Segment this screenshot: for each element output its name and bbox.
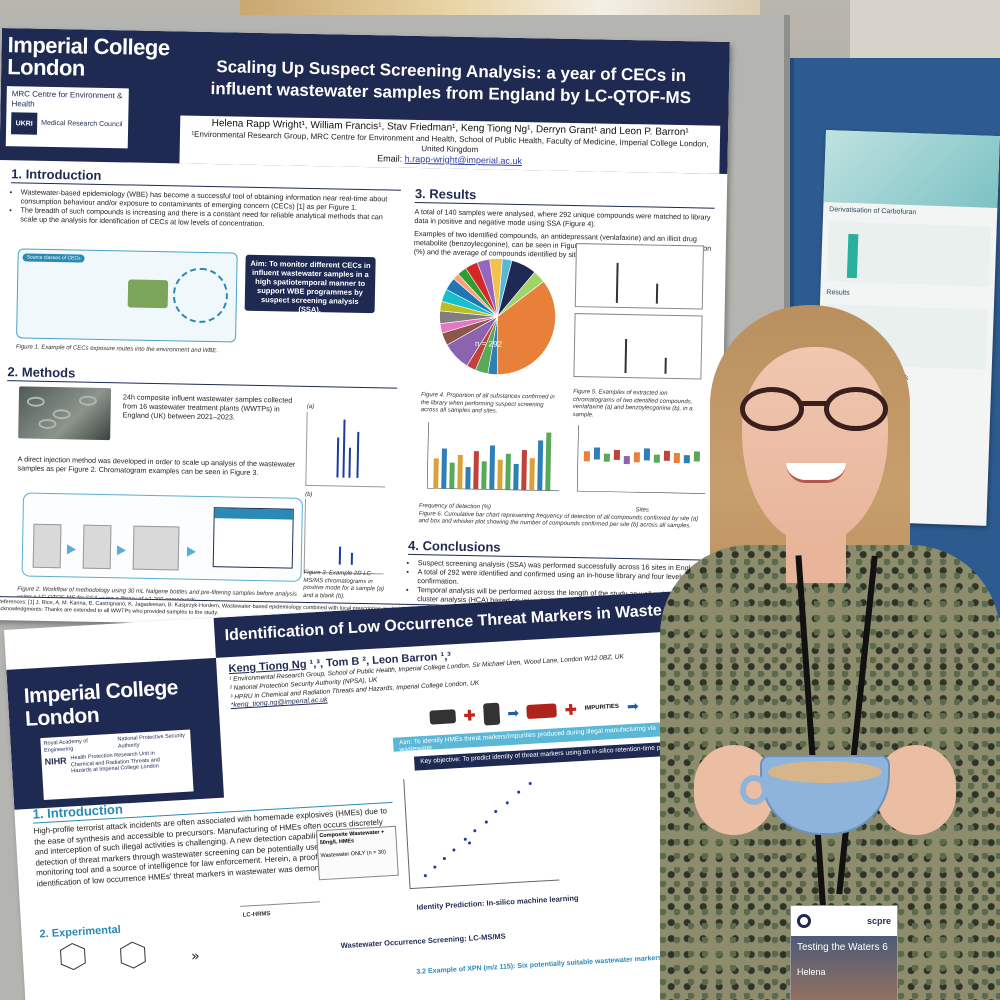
aim-box: Aim: To monitor different CECs in influe… [244, 254, 376, 314]
venlafaxine-chromatogram [574, 243, 704, 310]
figure-4-pie: n = 292 [421, 240, 574, 393]
arrow-icon [186, 546, 197, 557]
methods-section: 2. Methods 24h composite influent wastew… [7, 364, 398, 603]
ww-only-label: Wastewater ONLY (n = 30) [320, 849, 387, 860]
hpru-logo: Health Protection Research Unit in Chemi… [70, 750, 161, 775]
poster3-header [823, 130, 1000, 209]
intro-bullets: Wastewater-based epidemiology (WBE) has … [10, 187, 401, 230]
nihr-logo: NIHR [44, 755, 67, 767]
methods-bullet2: A direct injection method was developed … [17, 454, 296, 478]
ww-screening-label: Wastewater Occurrence Screening: LC-MS/M… [340, 931, 506, 951]
figure-3-caption: Figure 3. Example 2D LC-MS/MS chromatogr… [303, 569, 385, 600]
npsa-logo: National Protective Security Authority [117, 732, 186, 750]
composite-label: Composite Wastewater + 50ng/L HMEs [319, 829, 385, 847]
poster3-bar-chart [826, 221, 991, 287]
figure-2-workflow [21, 492, 304, 582]
lc-qtof-instrument-icon [132, 525, 180, 571]
diagram-head: Source classes of CECs [22, 253, 85, 263]
identity-prediction-label: Identity Prediction: In-silico machine l… [416, 893, 579, 912]
prediction-scatter-plot [403, 770, 560, 890]
email-label: Email: [377, 153, 403, 164]
partner-logos: Royal Academy of Engineering National Pr… [40, 729, 194, 800]
methods-bullet1: 24h composite influent wastewater sample… [122, 392, 293, 422]
results-heading: 3. Results [414, 185, 715, 209]
arrow-icon [116, 545, 127, 556]
composite-wastewater-box: Composite Wastewater + 50ng/L HMEs Waste… [316, 825, 399, 881]
intro-heading: 1. Introduction [11, 166, 402, 191]
glasses-icon [740, 387, 890, 431]
molecule-structures: » [60, 941, 200, 971]
ukri-row: UKRI Medical Research Council [10, 112, 123, 136]
figure-6-svg [426, 422, 706, 494]
chromatogram-a [305, 411, 387, 487]
xic-plot [238, 862, 321, 907]
figure-3-chromatograms: (a) (b) [303, 404, 393, 575]
presenter-person: scpre Testing the Waters 6 Helena [640, 305, 1000, 1000]
badge-logo-icon [797, 914, 811, 928]
poster2-brand: Imperial College London [23, 676, 180, 731]
plus-icon: ✚ [463, 706, 476, 724]
email-link[interactable]: h.rapp-wright@imperial.ac.uk [404, 153, 522, 167]
pie-slice-psychoactive [497, 271, 545, 317]
chromatogram-b [303, 498, 386, 575]
figure-4-caption: Figure 4. Proportion of all substances c… [420, 392, 555, 415]
poster-scaling-up-suspect-screening: Imperial College London MRC Centre for E… [0, 28, 730, 634]
figure-1-exposure-routes: Source classes of CECs [16, 248, 238, 343]
figure-6-charts: Frequency of detection (%) Sites Figure … [419, 418, 711, 529]
left-column: 1. Introduction Wastewater-based epidemi… [7, 166, 402, 603]
impurities-label: IMPURITIES [584, 703, 620, 712]
brand-line2: London [7, 54, 86, 81]
pie-center-label: n = 292 [475, 339, 503, 349]
poster2-experimental: 2. Experimental » [39, 917, 243, 996]
arrow-icon [66, 544, 77, 555]
plus-icon: ✚ [564, 700, 578, 718]
arrow-icon: ➡ [506, 704, 520, 721]
svg-text:»: » [191, 948, 200, 964]
factory-icon [127, 279, 169, 309]
smile [786, 463, 846, 483]
poster-authors: Helena Rapp Wright¹, William Francis¹, S… [179, 115, 721, 174]
pie-slice-other-modified-drugs [497, 280, 556, 375]
conference-badge: scpre Testing the Waters 6 Helena [790, 905, 898, 1000]
poster-threat-markers: Identification of Low Occurrence Threat … [4, 589, 728, 1000]
badge-org: scpre [866, 916, 891, 926]
imperial-logo: Imperial College London MRC Centre for E… [5, 32, 176, 157]
right-column: 3. Results A total of 140 samples were a… [407, 185, 715, 606]
face [742, 347, 888, 543]
badge-image: Testing the Waters 6 Helena [791, 936, 897, 1000]
lc-hrms-label: LC-HRMS [242, 911, 271, 919]
stacked-bars [433, 432, 552, 491]
methods-heading: 2. Methods [7, 364, 398, 389]
box-plots [583, 447, 700, 465]
coffee-cup-icon [740, 755, 890, 835]
arrow-icon: ➡ [626, 697, 640, 714]
mrc-logo: MRC Centre for Environment & Health UKRI… [5, 86, 129, 149]
results-bullet1: A total of 140 samples were analysed, wh… [414, 206, 711, 229]
ukri-logo-icon: UKRI [10, 112, 38, 135]
badge-event: Testing the Waters 6 [797, 942, 888, 953]
royal-academy-logo: Royal Academy of Engineering [43, 738, 89, 754]
pie-chart: n = 292 [439, 258, 556, 375]
right-hand [876, 745, 956, 835]
wall [850, 0, 1000, 60]
chromatogram-thumbnail [212, 507, 294, 569]
mrc-label: MRC Centre for Environment & Health [11, 89, 123, 109]
bottle-icon [482, 702, 501, 726]
explosive-icon [526, 703, 558, 720]
poster3-section: Results [826, 289, 850, 297]
bottle-icon [32, 523, 62, 569]
chemical-icon [429, 709, 457, 725]
poster2-logo-panel: Imperial College London Royal Academy of… [6, 657, 225, 810]
cycle-icon [172, 267, 229, 324]
filter-icon [82, 524, 112, 570]
badge-name: Helena [797, 967, 826, 977]
treatment-plant-photo [18, 386, 112, 441]
figure-1-caption: Figure 1. Example of CECs exposure route… [15, 344, 219, 355]
mrc-council: Medical Research Council [41, 119, 123, 129]
